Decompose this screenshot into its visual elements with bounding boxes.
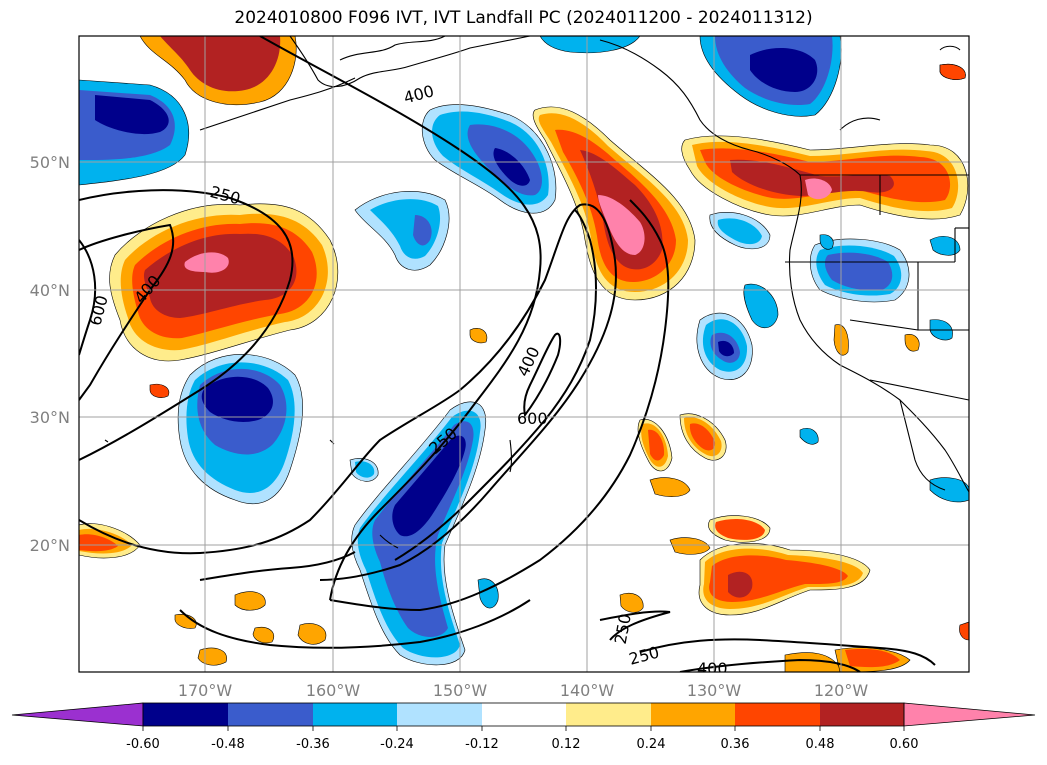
ivt-contour-layer <box>79 36 936 672</box>
latitude-labels: 50°N 40°N 30°N 20°N <box>30 153 70 555</box>
lon-label-150w: 150°W <box>433 681 488 700</box>
contour-label-400-south: 400 <box>697 659 728 678</box>
colorbar-swatch-p048 <box>820 703 904 726</box>
map-frame <box>78 35 970 673</box>
colorbar-min-extend <box>11 702 144 727</box>
lon-label-120w: 120°W <box>814 681 869 700</box>
lon-label-160w: 160°W <box>306 681 361 700</box>
lon-label-140w: 140°W <box>560 681 615 700</box>
lon-label-130w: 130°W <box>687 681 742 700</box>
graticule <box>79 36 969 672</box>
colorbar-label-n012: -0.12 <box>465 737 499 752</box>
colorbar-swatch-neutral <box>482 703 566 726</box>
lat-label-50n: 50°N <box>30 153 70 172</box>
contour-600-west <box>79 239 97 356</box>
colorbar-swatch-n036 <box>313 703 397 726</box>
colorbar-max-extend <box>903 702 1036 727</box>
colorbar-ticks <box>142 726 905 731</box>
colorbar-label-p012: 0.12 <box>552 737 581 752</box>
lat-label-40n: 40°N <box>30 281 70 300</box>
colorbar-label-n060: -0.60 <box>126 737 160 752</box>
contour-250-south <box>599 610 671 641</box>
contour-250-central <box>79 203 617 581</box>
alaska-coastline <box>289 36 531 88</box>
lat-label-20n: 20°N <box>30 536 70 555</box>
colorbar-label-p048: 0.48 <box>806 737 835 752</box>
colorbar-label-n036: -0.36 <box>296 737 330 752</box>
map-panel: 400 250 400 600 400 600 250 250 250 400 … <box>30 35 970 700</box>
colorbar-label-n024: -0.24 <box>380 737 414 752</box>
contour-label-600-central: 600 <box>517 409 548 428</box>
colorbar-label-p036: 0.36 <box>721 737 750 752</box>
colorbar-swatch-p024 <box>651 703 735 726</box>
colorbar-label-p060: 0.60 <box>890 737 919 752</box>
contour-600-central <box>523 332 562 418</box>
contour-250-east <box>329 199 670 612</box>
map-title: 2024010800 F096 IVT, IVT Landfall PC (20… <box>234 8 813 28</box>
colorbar-swatch-n048 <box>228 703 313 726</box>
us-west-coastline <box>788 174 969 493</box>
longitude-labels: 170°W 160°W 150°W 140°W 130°W 120°W <box>178 681 869 700</box>
colorbar-swatch-n060 <box>143 703 228 726</box>
contour-400-south <box>679 658 861 672</box>
lat-label-30n: 30°N <box>30 408 70 427</box>
colorbar-swatch-p036 <box>735 703 820 726</box>
contour-400-central <box>394 209 597 561</box>
colorbar-tick-labels: -0.60 -0.48 -0.36 -0.24 -0.12 0.12 0.24 … <box>126 737 918 752</box>
lon-label-170w: 170°W <box>178 681 233 700</box>
colorbar-label-n048: -0.48 <box>211 737 245 752</box>
contour-400-west <box>79 223 175 401</box>
contour-400-north <box>259 36 542 601</box>
colorbar-label-p024: 0.24 <box>637 737 666 752</box>
colorbar: -0.60 -0.48 -0.36 -0.24 -0.12 0.12 0.24 … <box>11 702 1036 752</box>
contour-250-west <box>79 189 294 461</box>
colorbar-swatch-n024 <box>397 703 482 726</box>
colorbar-swatch-p012 <box>566 703 651 726</box>
